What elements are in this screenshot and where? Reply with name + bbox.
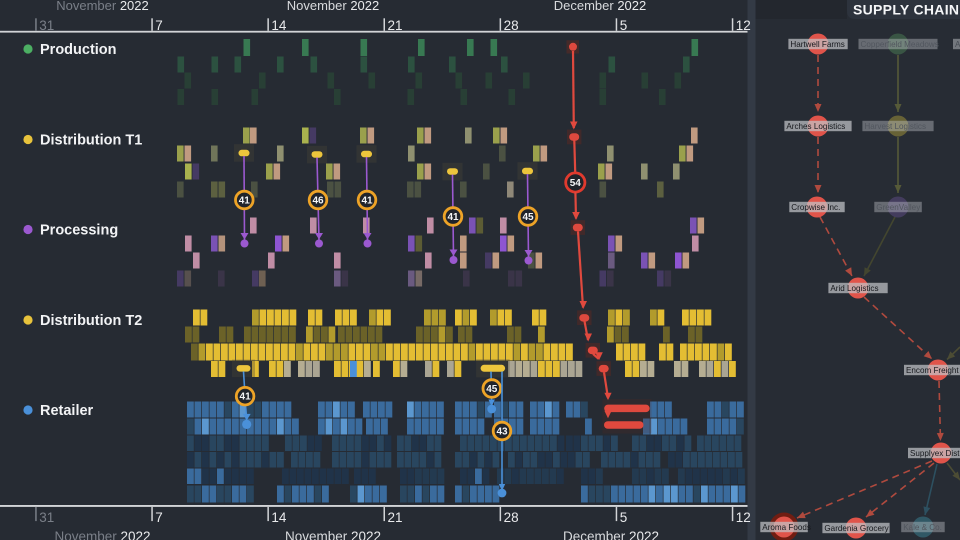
svg-text:December 2022: December 2022: [563, 529, 659, 540]
svg-text:31: 31: [39, 18, 54, 33]
svg-text:SUPPLY CHAIN: SUPPLY CHAIN: [853, 2, 959, 18]
svg-text:14: 14: [271, 18, 287, 33]
svg-text:14: 14: [271, 510, 287, 525]
svg-text:Arid Logistics: Arid Logistics: [830, 284, 878, 293]
svg-text:21: 21: [388, 18, 403, 33]
svg-text:Supplyex Distrib: Supplyex Distrib: [910, 449, 960, 458]
svg-text:45: 45: [522, 212, 534, 223]
svg-text:A: A: [955, 40, 960, 49]
svg-text:28: 28: [504, 510, 519, 525]
svg-text:5: 5: [620, 510, 628, 525]
svg-text:November 2022: November 2022: [54, 529, 150, 540]
svg-text:Hartwell Farms: Hartwell Farms: [790, 40, 844, 49]
svg-text:GreenValley: GreenValley: [876, 203, 921, 212]
svg-text:41: 41: [240, 392, 252, 403]
svg-text:7: 7: [155, 510, 163, 525]
svg-text:41: 41: [239, 195, 251, 206]
svg-text:7: 7: [155, 18, 163, 33]
svg-text:41: 41: [447, 212, 459, 223]
svg-text:Distribution T2: Distribution T2: [40, 313, 142, 329]
svg-text:November 2022: November 2022: [56, 0, 149, 13]
svg-text:41: 41: [361, 195, 373, 206]
svg-text:45: 45: [486, 384, 498, 395]
svg-text:46: 46: [312, 195, 324, 206]
svg-text:21: 21: [388, 510, 403, 525]
svg-text:28: 28: [504, 18, 519, 33]
svg-text:31: 31: [39, 510, 54, 525]
svg-text:54: 54: [570, 178, 582, 189]
svg-text:Processing: Processing: [40, 223, 118, 239]
svg-text:Encom Freight R: Encom Freight R: [906, 366, 960, 375]
svg-text:November 2022: November 2022: [285, 529, 381, 540]
svg-text:Retailer: Retailer: [40, 403, 94, 419]
svg-text:Gardenia Grocery: Gardenia Grocery: [824, 524, 889, 533]
svg-text:12: 12: [736, 18, 751, 33]
svg-text:Distribution T1: Distribution T1: [40, 133, 142, 149]
svg-text:12: 12: [736, 510, 751, 525]
svg-text:Harvest Logistics: Harvest Logistics: [864, 122, 926, 131]
svg-text:Copperfield Meadows: Copperfield Meadows: [861, 40, 939, 49]
svg-text:43: 43: [496, 426, 508, 437]
svg-text:December 2022: December 2022: [554, 0, 647, 13]
svg-text:Aroma Foods: Aroma Foods: [762, 523, 811, 532]
svg-text:Cropwise Inc.: Cropwise Inc.: [791, 203, 840, 212]
svg-text:Arches Logistics: Arches Logistics: [786, 122, 845, 131]
svg-text:5: 5: [620, 18, 628, 33]
svg-text:November 2022: November 2022: [287, 0, 380, 13]
svg-text:Kale & Co.: Kale & Co.: [903, 523, 942, 532]
svg-text:Production: Production: [40, 42, 117, 58]
